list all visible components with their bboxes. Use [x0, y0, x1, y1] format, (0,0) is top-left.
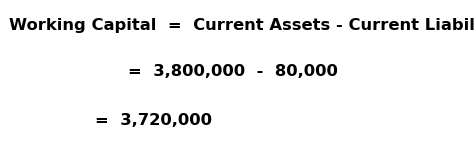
Text: =  3,720,000: = 3,720,000	[95, 113, 212, 128]
Text: =  3,800,000  -  80,000: = 3,800,000 - 80,000	[128, 63, 338, 79]
Text: Working Capital  =  Current Assets - Current Liabilities: Working Capital = Current Assets - Curre…	[9, 18, 474, 33]
